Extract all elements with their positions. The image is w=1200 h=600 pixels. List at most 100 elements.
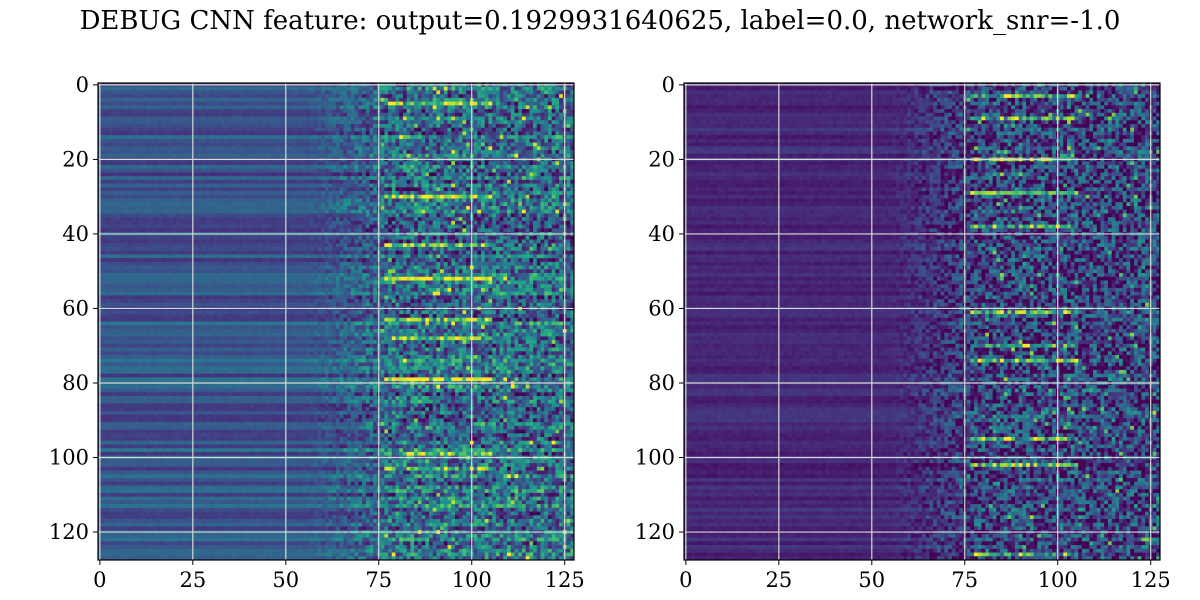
heatmap-cell: [406, 194, 411, 199]
heatmap-cell: [417, 220, 422, 225]
heatmap-cell: [131, 224, 136, 229]
heatmap-cell: [228, 164, 233, 170]
heatmap-cell: [135, 187, 140, 192]
heatmap-cell: [153, 205, 158, 211]
heatmap-cell: [518, 120, 523, 125]
heatmap-cell: [202, 179, 207, 184]
heatmap-cell: [161, 224, 166, 229]
heatmap-cell: [202, 205, 207, 211]
heatmap-cell: [231, 135, 236, 140]
heatmap-cell: [436, 101, 441, 106]
heatmap-cell: [142, 209, 147, 214]
heatmap-cell: [399, 161, 404, 166]
heatmap-cell: [280, 179, 285, 184]
heatmap-cell: [354, 205, 359, 211]
heatmap-cell: [544, 191, 549, 196]
heatmap-cell: [328, 205, 333, 211]
heatmap-cell: [250, 164, 255, 170]
heatmap-cell: [187, 172, 192, 177]
heatmap-cell: [406, 187, 411, 192]
heatmap-cell: [518, 150, 523, 155]
heatmap-cell: [525, 112, 530, 117]
heatmap-cell: [417, 138, 422, 143]
heatmap-cell: [224, 94, 229, 99]
heatmap-cell: [347, 94, 352, 99]
heatmap-cell: [161, 176, 166, 181]
heatmap-cell: [213, 146, 218, 151]
heatmap-cell: [198, 90, 203, 95]
heatmap-cell: [172, 217, 177, 222]
heatmap-cell: [205, 101, 210, 106]
heatmap-cell: [536, 179, 541, 184]
heatmap-cell: [473, 138, 478, 143]
heatmap-cell: [544, 213, 549, 218]
heatmap-cell: [287, 120, 292, 125]
heatmap-cell: [488, 150, 493, 155]
heatmap-cell: [150, 109, 155, 114]
heatmap-cell: [525, 153, 530, 158]
heatmap-cell: [350, 161, 355, 166]
heatmap-cell: [254, 164, 259, 170]
heatmap-cell: [499, 187, 504, 192]
heatmap-cell: [414, 191, 419, 196]
heatmap-cell: [324, 150, 329, 155]
heatmap-cell: [458, 194, 463, 199]
heatmap-cell: [391, 146, 396, 151]
heatmap-cell: [443, 138, 448, 143]
heatmap-cell: [395, 179, 400, 184]
heatmap-cell: [302, 90, 307, 95]
heatmap-cell: [250, 123, 255, 129]
heatmap-cell: [164, 97, 170, 102]
heatmap-cell: [488, 202, 493, 207]
heatmap-cell: [447, 213, 452, 218]
heatmap-cell: [298, 213, 303, 218]
heatmap-cell: [161, 112, 166, 117]
heatmap-cell: [202, 142, 207, 147]
heatmap-cell: [302, 168, 307, 173]
heatmap-cell: [109, 198, 114, 203]
heatmap-cell: [228, 187, 233, 192]
heatmap-cell: [172, 213, 177, 218]
heatmap-cell: [313, 127, 318, 132]
heatmap-cell: [440, 120, 445, 125]
heatmap-cell: [213, 94, 218, 99]
heatmap-cell: [269, 217, 274, 222]
heatmap-cell: [358, 194, 363, 199]
heatmap-cell: [421, 146, 426, 151]
heatmap-cell: [503, 191, 508, 196]
heatmap-cell: [484, 109, 489, 114]
heatmap-cell: [362, 138, 367, 143]
heatmap-cell: [246, 187, 251, 192]
heatmap-cell: [239, 217, 244, 222]
heatmap-cell: [164, 120, 170, 125]
heatmap-cell: [243, 176, 248, 181]
heatmap-cell: [265, 94, 270, 99]
heatmap-cell: [127, 209, 132, 214]
heatmap-cell: [481, 97, 486, 102]
heatmap-cell: [343, 109, 348, 114]
heatmap-cell: [302, 176, 307, 181]
heatmap-cell: [231, 150, 236, 155]
heatmap-cell: [443, 176, 448, 181]
heatmap-cell: [138, 205, 143, 211]
heatmap-cell: [109, 127, 114, 132]
heatmap-cell: [105, 217, 110, 222]
heatmap-cell: [525, 94, 530, 99]
heatmap-cell: [417, 209, 422, 214]
heatmap-cell: [317, 191, 322, 196]
heatmap-cell: [135, 191, 140, 196]
heatmap-cell: [280, 217, 285, 222]
heatmap-cell: [440, 183, 445, 188]
heatmap-cell: [209, 183, 214, 188]
heatmap-cell: [213, 191, 218, 196]
heatmap-cell: [384, 172, 389, 177]
heatmap-cell: [477, 172, 482, 177]
heatmap-cell: [235, 191, 240, 196]
heatmap-cell: [150, 187, 155, 192]
heatmap-cell: [205, 168, 210, 173]
heatmap-cell: [425, 86, 430, 91]
heatmap-cell: [380, 164, 385, 170]
heatmap-cell: [495, 187, 500, 192]
heatmap-cell: [354, 217, 359, 222]
heatmap-cell: [339, 146, 344, 151]
